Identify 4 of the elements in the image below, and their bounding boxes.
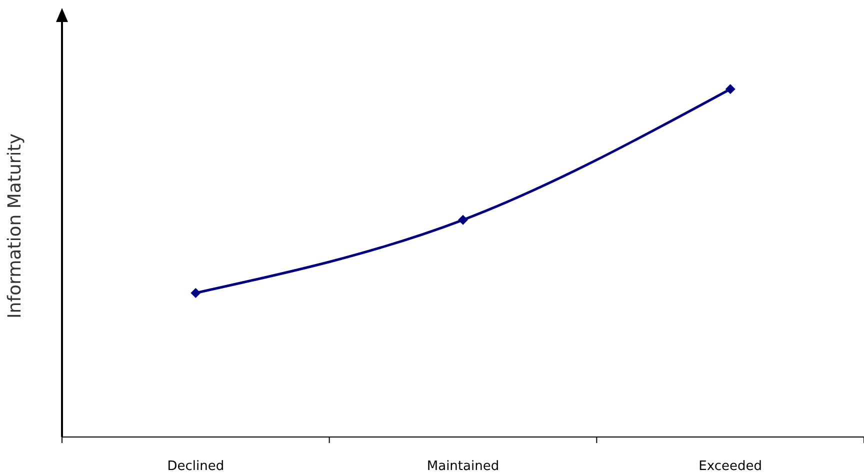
y-axis-title: Information Maturity: [4, 133, 26, 319]
x-tick-label: Maintained: [426, 459, 500, 473]
x-tick-label: Exceeded: [698, 459, 762, 473]
x-tick-label: Declined: [167, 459, 224, 473]
